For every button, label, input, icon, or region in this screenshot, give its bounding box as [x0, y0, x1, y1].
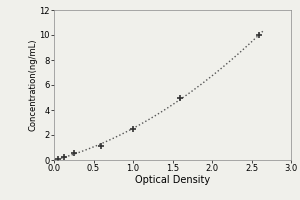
Y-axis label: Concentration(ng/mL): Concentration(ng/mL): [29, 39, 38, 131]
X-axis label: Optical Density: Optical Density: [135, 175, 210, 185]
